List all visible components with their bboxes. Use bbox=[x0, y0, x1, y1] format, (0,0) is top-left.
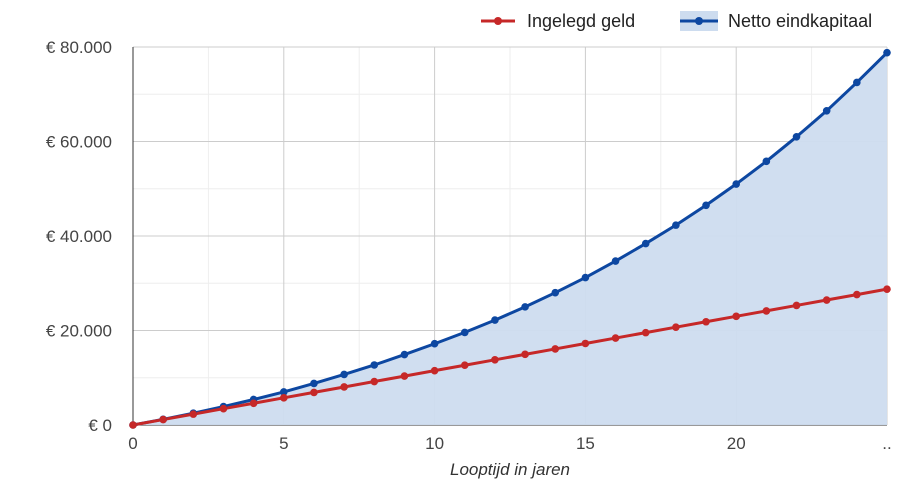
legend-item-netto-eindkapitaal[interactable]: Netto eindkapitaal bbox=[680, 11, 872, 31]
y-tick-label: € 40.000 bbox=[46, 227, 112, 246]
series-point-0 bbox=[400, 372, 409, 380]
series-area-1 bbox=[133, 52, 887, 426]
series-point-1 bbox=[551, 288, 560, 297]
series-point-0 bbox=[581, 339, 590, 348]
series-point-0 bbox=[340, 383, 348, 391]
series-point-0 bbox=[460, 361, 469, 370]
point-layer bbox=[129, 48, 891, 429]
series-point-1 bbox=[641, 239, 650, 248]
series-point-0 bbox=[702, 317, 710, 326]
legend-label-netto-eindkapitaal: Netto eindkapitaal bbox=[728, 11, 872, 31]
series-point-0 bbox=[792, 301, 801, 310]
series-point-1 bbox=[672, 221, 680, 229]
legend-label-ingelegd-geld: Ingelegd geld bbox=[527, 11, 635, 31]
series-point-1 bbox=[792, 132, 801, 141]
legend[interactable]: Ingelegd geld Netto eindkapitaal bbox=[481, 11, 872, 31]
series-point-0 bbox=[159, 415, 167, 424]
series-point-1 bbox=[762, 157, 771, 166]
series-point-1 bbox=[310, 379, 318, 388]
x-tick-label: 10 bbox=[425, 434, 444, 453]
y-tick-label: € 80.000 bbox=[46, 38, 112, 57]
series-point-1 bbox=[460, 328, 469, 337]
series-point-0 bbox=[641, 328, 650, 337]
series-point-0 bbox=[370, 377, 379, 386]
series-point-0 bbox=[129, 421, 137, 429]
series-point-0 bbox=[310, 388, 318, 397]
series-point-1 bbox=[400, 350, 409, 359]
line-layer bbox=[132, 51, 889, 427]
series-point-0 bbox=[732, 312, 740, 321]
series-point-0 bbox=[189, 410, 198, 418]
series-line-1 bbox=[132, 51, 889, 427]
y-tick-label: € 60.000 bbox=[46, 133, 112, 152]
series-point-1 bbox=[822, 106, 831, 115]
x-tick-label: 20 bbox=[727, 434, 746, 453]
x-tick-label: 0 bbox=[128, 434, 137, 453]
series-point-0 bbox=[280, 394, 288, 402]
series-point-1 bbox=[340, 370, 348, 379]
series-point-1 bbox=[853, 78, 861, 87]
legend-marker-ingelegd-geld bbox=[494, 17, 502, 25]
x-tick-label: 5 bbox=[279, 434, 288, 453]
legend-marker-netto-eindkapitaal bbox=[695, 17, 703, 25]
series-point-0 bbox=[672, 323, 680, 331]
series-point-1 bbox=[581, 273, 590, 282]
series-point-1 bbox=[702, 201, 710, 210]
legend-item-ingelegd-geld[interactable]: Ingelegd geld bbox=[481, 11, 635, 31]
series-point-0 bbox=[219, 404, 228, 413]
series-point-0 bbox=[551, 345, 560, 353]
y-tick-labels: € 0 € 20.000 € 40.000 € 60.000 € 80.000 bbox=[46, 38, 112, 435]
y-tick-label: € 20.000 bbox=[46, 322, 112, 341]
series-point-0 bbox=[249, 399, 258, 408]
series-point-1 bbox=[430, 339, 439, 348]
x-tick-label: 15 bbox=[576, 434, 595, 453]
x-axis-title: Looptijd in jaren bbox=[450, 460, 570, 479]
series-point-0 bbox=[883, 285, 891, 293]
series-point-1 bbox=[280, 388, 288, 396]
x-tick-labels: 0 5 10 15 20.. bbox=[128, 434, 891, 453]
series-point-0 bbox=[822, 296, 831, 304]
series-point-0 bbox=[853, 290, 861, 299]
series-point-1 bbox=[732, 180, 740, 188]
area-layer bbox=[133, 52, 887, 426]
series-point-1 bbox=[521, 303, 529, 311]
series-point-0 bbox=[430, 366, 439, 375]
series-point-0 bbox=[611, 334, 620, 342]
series-point-0 bbox=[521, 350, 529, 359]
series-point-1 bbox=[491, 316, 499, 324]
series-point-1 bbox=[370, 361, 379, 369]
x-tick-label: .. bbox=[882, 434, 891, 453]
series-line-0 bbox=[132, 287, 888, 427]
series-point-0 bbox=[762, 307, 771, 315]
series-point-1 bbox=[883, 48, 891, 57]
series-point-1 bbox=[611, 257, 620, 265]
y-tick-label: € 0 bbox=[88, 416, 112, 435]
series-point-0 bbox=[491, 355, 499, 364]
